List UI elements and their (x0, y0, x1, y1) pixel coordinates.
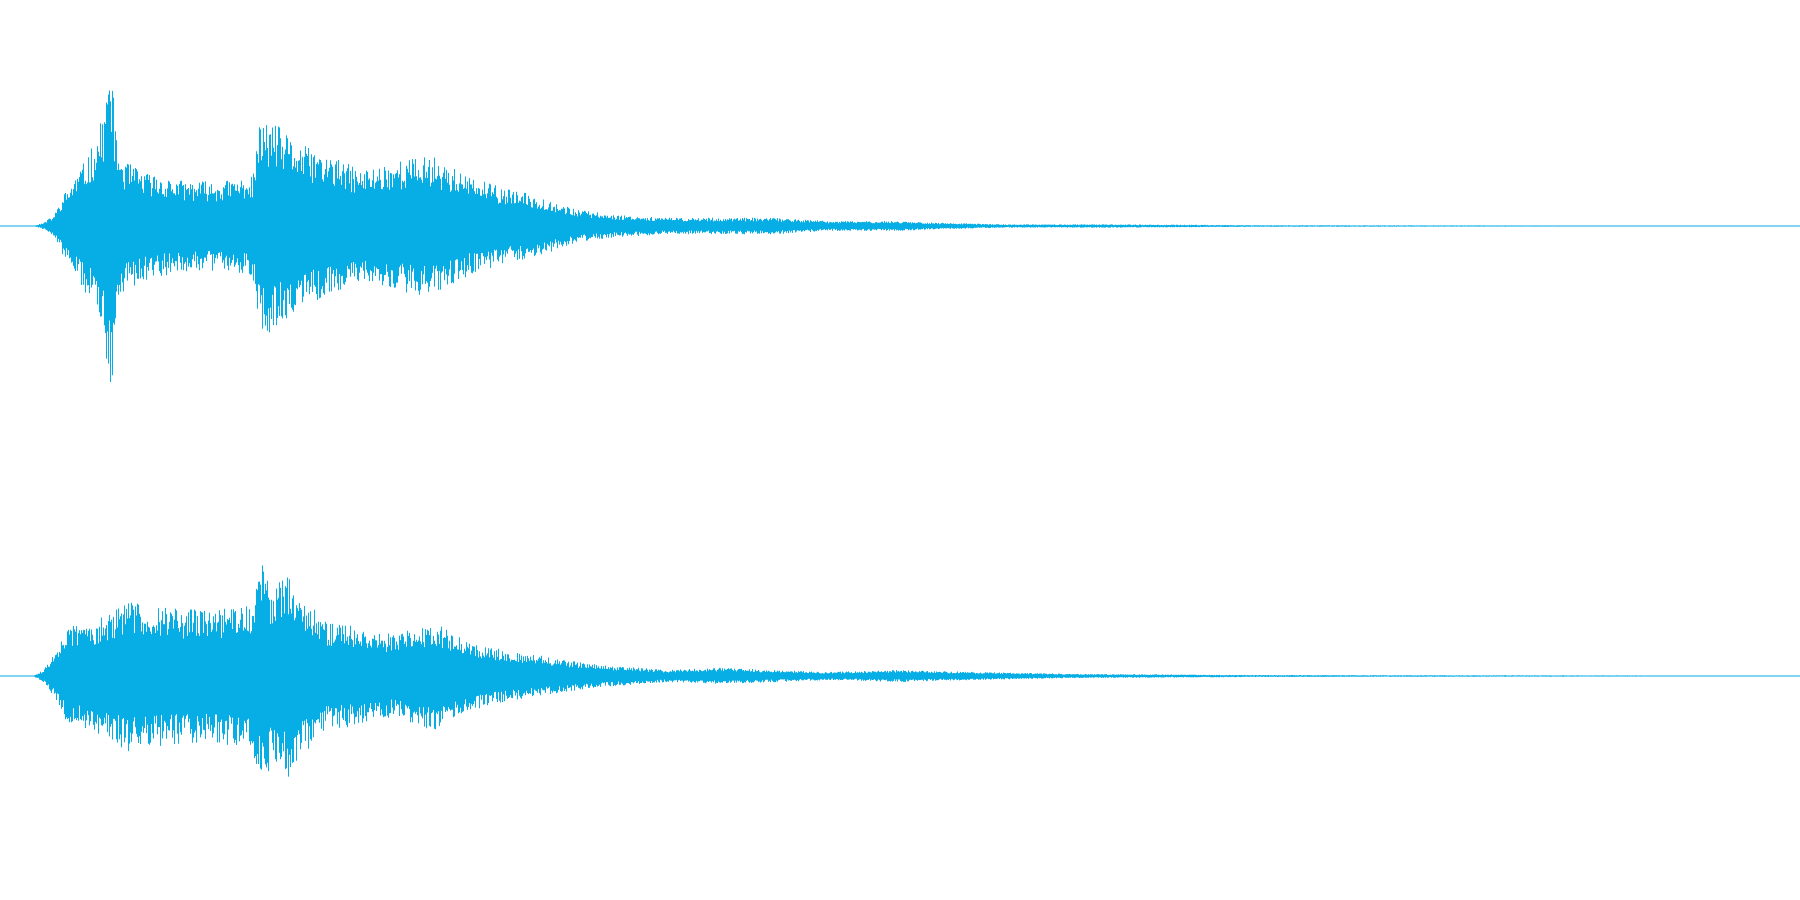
channel-2-signal (0, 565, 1800, 777)
channel-1-waveform (0, 90, 1800, 382)
channel-1-signal (0, 90, 1800, 382)
channel-2-waveform (0, 565, 1800, 777)
